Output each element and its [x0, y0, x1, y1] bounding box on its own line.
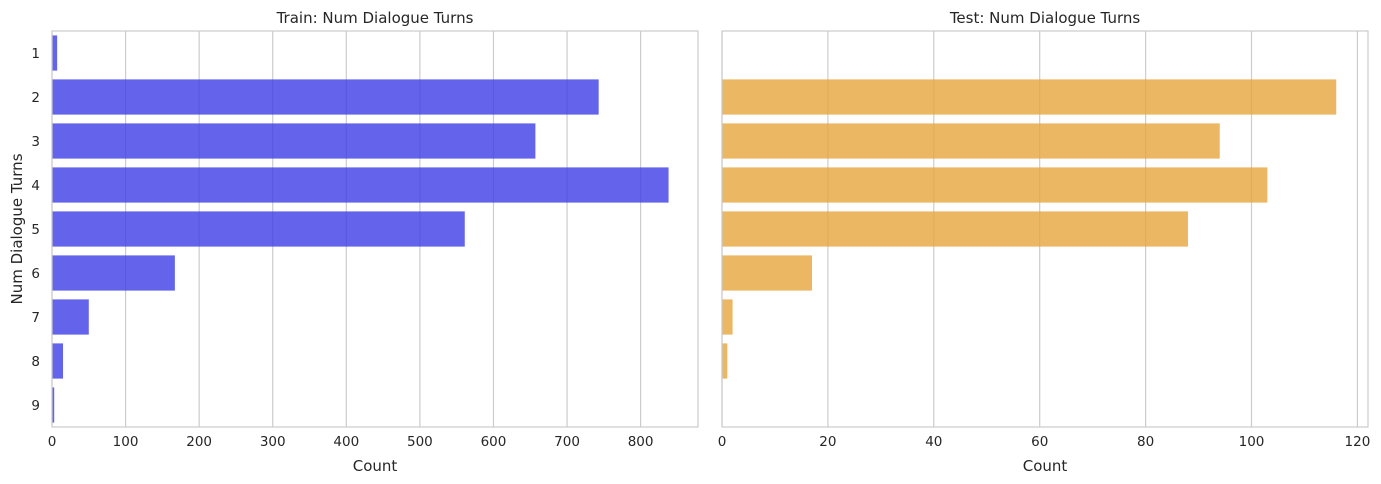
x-tick-label: 60	[1031, 434, 1048, 450]
x-tick-label: 600	[481, 434, 507, 450]
bar-8	[722, 343, 728, 379]
test-title: Test: Num Dialogue Turns	[949, 9, 1141, 27]
test-x-axis-label: Count	[1023, 457, 1068, 475]
bar-2	[722, 79, 1337, 115]
bar-2	[52, 79, 599, 115]
bar-8	[52, 343, 64, 379]
y-tick-label: 1	[31, 46, 40, 62]
train-title: Train: Num Dialogue Turns	[276, 9, 474, 27]
bar-4	[52, 167, 669, 203]
y-tick-label: 9	[31, 398, 40, 414]
bar-6	[722, 255, 813, 291]
test-plot-frame	[721, 30, 1369, 428]
y-tick-label: 8	[31, 354, 40, 370]
bar-9	[52, 387, 55, 423]
train-bars	[52, 35, 669, 423]
test-x-ticks: 0 20 40 60 80 100 120	[718, 434, 1371, 450]
bar-6	[52, 255, 175, 291]
train-y-axis-label: Num Dialogue Turns	[8, 153, 26, 304]
x-tick-label: 200	[186, 434, 212, 450]
bar-7	[722, 299, 733, 335]
bar-3	[52, 123, 536, 159]
x-tick-label: 500	[407, 434, 433, 450]
y-tick-label: 2	[31, 90, 40, 106]
x-tick-label: 700	[554, 434, 580, 450]
test-panel: Test: Num Dialogue Turns 0 20 40 60 80 100 120…	[718, 9, 1371, 475]
bar-7	[52, 299, 89, 335]
bar-5	[722, 211, 1188, 247]
x-tick-label: 40	[925, 434, 942, 450]
train-x-ticks: 0 100 200 300 400 500 600 700 800	[48, 434, 654, 450]
x-tick-label: 100	[1239, 434, 1265, 450]
train-panel: Train: Num Dialogue Turns 0 100 200 300 400 5…	[8, 9, 699, 475]
x-tick-label: 300	[260, 434, 286, 450]
y-tick-label: 4	[31, 178, 40, 194]
x-tick-label: 100	[113, 434, 139, 450]
x-tick-label: 0	[718, 434, 727, 450]
bar-5	[52, 211, 465, 247]
train-y-ticks: 1 2 3 4 5 6 7 8 9	[31, 46, 40, 414]
test-bars	[722, 79, 1337, 379]
y-tick-label: 7	[31, 310, 40, 326]
x-tick-label: 80	[1137, 434, 1154, 450]
bar-1	[52, 35, 58, 71]
y-tick-label: 3	[31, 134, 40, 150]
x-tick-label: 0	[48, 434, 57, 450]
train-x-axis-label: Count	[353, 457, 398, 475]
x-tick-label: 20	[819, 434, 836, 450]
x-tick-label: 800	[628, 434, 654, 450]
y-tick-label: 6	[31, 266, 40, 282]
y-tick-label: 5	[31, 222, 40, 238]
x-tick-label: 400	[333, 434, 359, 450]
train-plot-frame	[51, 30, 699, 428]
x-tick-label: 120	[1345, 434, 1371, 450]
bar-4	[722, 167, 1268, 203]
bar-3	[722, 123, 1220, 159]
